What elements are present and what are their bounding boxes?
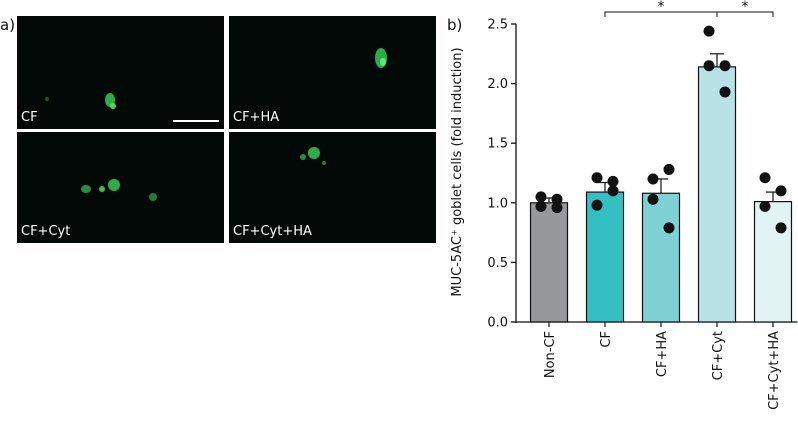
micrograph-cf-cyt-ha: CF+Cyt+HA [229,132,436,243]
bar-cf-cyt-ha [753,201,793,323]
data-point [591,172,603,184]
micrograph-cf: CF [17,16,224,129]
y-axis-title: MUC-5AC⁺ goblet cells (fold induction) [450,47,465,296]
data-point [663,222,675,234]
data-point [607,185,619,197]
micrograph-caption-cf-cyt: CF+Cyt [21,224,71,239]
micrograph-cf-cyt: CF+Cyt [17,132,224,243]
micrograph-caption-cf-ha: CF+HA [233,110,280,125]
y-tick-label: 1.5 [487,137,508,152]
bar-cf [585,191,625,323]
micrograph-caption-cf: CF [21,110,38,125]
data-point [647,193,659,205]
chart-points [535,25,787,234]
data-point [759,200,771,212]
chart-significance: * * [604,0,774,17]
data-point [719,86,731,98]
data-point [775,222,787,234]
chart-bars [529,66,793,323]
significance-label: * [658,0,665,15]
x-tick-label: CF+Cyt [711,331,726,380]
x-tick-label: CF+Cyt+HA [767,331,782,410]
data-point [535,191,547,203]
y-tick-label: 2.5 [487,18,508,33]
data-point [591,199,603,211]
y-tick-label: 2.0 [487,77,508,92]
bar-cf-ha [641,192,681,323]
bar-cf-cyt [697,66,737,323]
data-point [607,175,619,187]
y-tick-label: 0.0 [487,316,508,331]
fluorescence-spots [45,93,116,109]
data-point [647,173,659,185]
data-point [551,202,563,214]
bar-chart: 0.0 0.5 1.0 1.5 2.0 2.5 Non-CF CF CF+HA CF+Cyt CF+… [450,0,798,410]
data-point [719,60,731,72]
micrograph-cf-ha: CF+HA [229,16,436,129]
data-point [551,193,563,205]
x-tick-label: Non-CF [543,331,558,378]
chart-ticks: 0.0 0.5 1.0 1.5 2.0 2.5 Non-CF CF CF+HA CF+Cyt CF+… [487,18,782,410]
micrograph-caption-cf-cyt-ha: CF+Cyt+HA [233,224,312,239]
data-point [663,163,675,175]
bar-non-cf [529,202,569,323]
fluorescence-spots [81,179,157,201]
fluorescence-spots [300,147,326,165]
data-point [703,60,715,72]
data-point [535,200,547,212]
panel-b-label: b) [447,16,463,34]
y-tick-label: 0.5 [487,256,508,271]
data-point [703,25,715,37]
significance-bracket [716,11,774,17]
fluorescence-spots [375,48,387,68]
x-tick-label: CF [599,331,614,348]
data-point [775,185,787,197]
data-point [759,172,771,184]
significance-label: * [742,0,749,15]
x-tick-label: CF+HA [655,331,670,377]
chart-error-bars [542,53,780,203]
y-tick-label: 1.0 [487,196,508,211]
scale-bar [173,120,219,122]
panel-a-label: a) [0,16,16,34]
